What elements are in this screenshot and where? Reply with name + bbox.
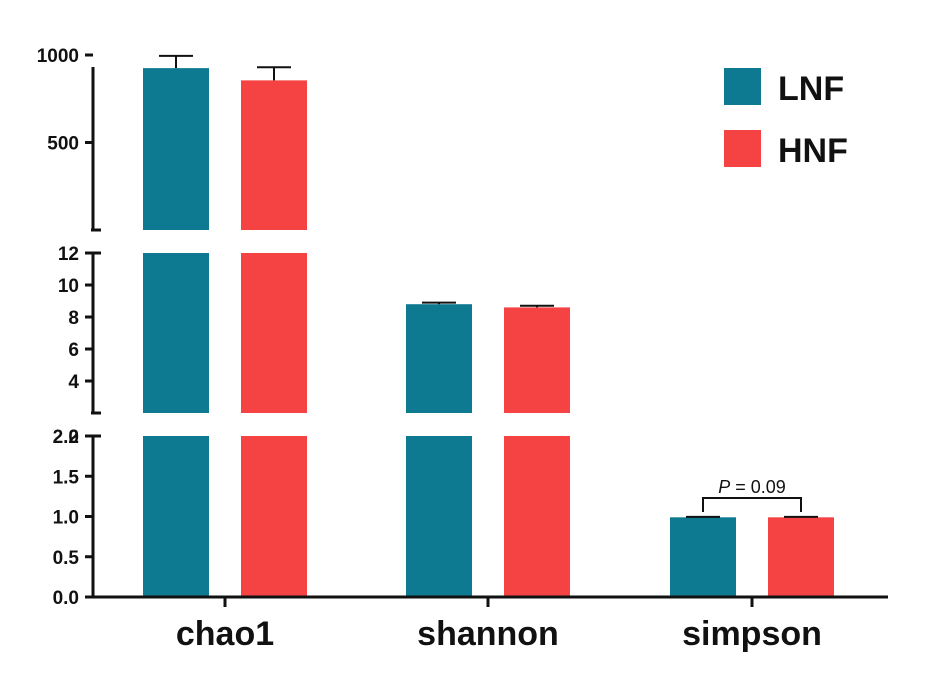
- bar-lnf-chao1-seg1: [143, 253, 209, 413]
- legend-swatch-lnf: [724, 68, 761, 105]
- axes-layer: 0.0 0.5 1.0 1.5 2.02 4 6 8 10 12 500 1000 chao1 shann…: [37, 46, 888, 653]
- legend-label-lnf: LNF: [778, 70, 844, 108]
- bar-lnf-chao1-seg2: [143, 68, 209, 230]
- y-tick-label: 1000: [37, 46, 79, 67]
- bar-lnf-chao1-seg0: [143, 436, 209, 597]
- y-tick-label: 2.0: [53, 427, 79, 448]
- y-tick-label: 8: [68, 308, 79, 329]
- x-tick-label-chao1: chao1: [176, 615, 274, 653]
- bar-lnf-shannon-seg0: [406, 436, 472, 597]
- significance-annotation: P = 0.09: [702, 477, 802, 512]
- y-tick-label: 500: [47, 134, 79, 155]
- x-tick-label-simpson: simpson: [682, 615, 822, 653]
- legend: LNF HNF: [724, 68, 848, 170]
- bar-lnf-simpson: [670, 517, 736, 597]
- legend-label-hnf: HNF: [778, 132, 848, 170]
- error-bars-layer: [159, 54, 818, 518]
- bar-hnf-chao1-seg1: [241, 253, 307, 413]
- bar-hnf-chao1-seg0: [241, 436, 307, 597]
- y-tick-label: 10: [58, 276, 79, 297]
- x-tick-label-shannon: shannon: [417, 615, 559, 653]
- legend-swatch-hnf: [724, 130, 761, 167]
- p-value-label: P = 0.09: [718, 477, 786, 497]
- bar-hnf-shannon-seg0: [504, 436, 570, 597]
- y-tick-label: 0.0: [53, 588, 79, 609]
- y-tick-label: 1.5: [53, 467, 80, 488]
- bar-hnf-shannon-seg1: [504, 307, 570, 413]
- bar-lnf-shannon-seg1: [406, 304, 472, 413]
- bar-hnf-simpson: [768, 517, 834, 597]
- y-tick-label: 2: [68, 427, 79, 448]
- bars-layer: [143, 68, 834, 597]
- significance-bracket: [702, 497, 802, 512]
- bar-hnf-chao1-seg2: [241, 80, 307, 230]
- y-tick-label: 4: [68, 372, 79, 393]
- y-tick-label: 12: [58, 244, 79, 265]
- y-tick-label: 0.5: [53, 548, 80, 569]
- y-tick-label: 1.0: [53, 508, 79, 529]
- y-tick-label: 6: [68, 340, 79, 361]
